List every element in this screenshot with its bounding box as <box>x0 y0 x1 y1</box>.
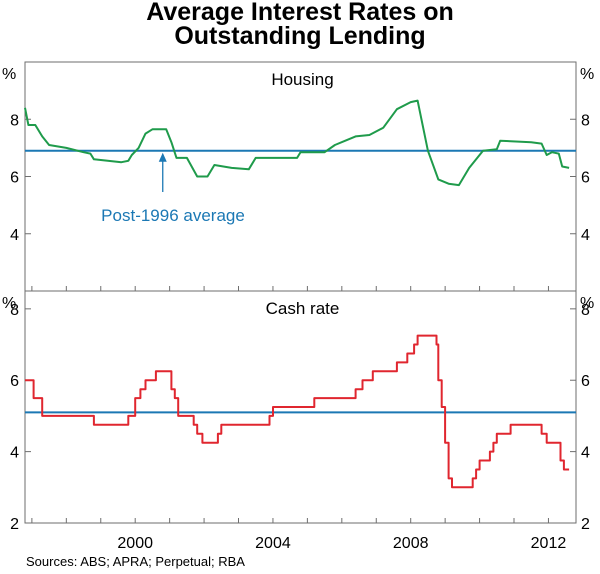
source-note: Sources: ABS; APRA; Perpetual; RBA <box>26 554 245 569</box>
y-tick-label-left: 6 <box>10 170 19 187</box>
y-tick-label-left: 8 <box>10 112 19 129</box>
series-line-bottom <box>25 334 570 489</box>
chart-title-line-1: Average Interest Rates on <box>146 0 454 26</box>
axis-labels: 4 4 6 6 8 8% % Housing Post-1996 average 2 2 4 4 6 6 8 8… <box>2 66 594 552</box>
y-unit-label-right: % <box>580 295 594 312</box>
x-tick-label: 2012 <box>531 535 567 552</box>
x-tick-label: 2000 <box>117 535 153 552</box>
axis-ticks <box>25 118 576 524</box>
y-tick-label-left: 6 <box>10 373 19 390</box>
panel-title-top: Housing <box>271 70 333 89</box>
y-tick-label-right: 8 <box>581 112 590 129</box>
panel-frame-top <box>24 61 577 292</box>
y-tick-label-left: 4 <box>10 445 19 462</box>
average-label: Post-1996 average <box>101 206 245 225</box>
y-tick-label-right: 6 <box>581 373 590 390</box>
series-lines <box>24 99 576 489</box>
chart-title-line-2: Outstanding Lending <box>174 22 426 50</box>
y-tick-label-left: 4 <box>10 227 19 244</box>
y-tick-label-right: 2 <box>581 516 590 533</box>
y-tick-label-left: 2 <box>10 516 19 533</box>
y-unit-label-left: % <box>2 295 16 312</box>
y-tick-label-right: 4 <box>581 445 590 462</box>
y-tick-label-right: 6 <box>581 170 590 187</box>
y-tick-label-left: 8 <box>10 302 19 319</box>
x-tick-label: 2004 <box>255 535 291 552</box>
y-unit-label-left: % <box>2 66 16 83</box>
panel-frame-bottom <box>24 290 577 524</box>
y-tick-label-right: 8 <box>581 302 590 319</box>
average-arrow-head <box>158 152 167 162</box>
chart-title: Average Interest Rates on Outstanding Le… <box>0 0 600 50</box>
x-tick-label: 2008 <box>393 535 429 552</box>
series-line-top <box>24 99 570 187</box>
panel-frames <box>24 61 577 524</box>
panel-title-bottom: Cash rate <box>266 299 340 318</box>
y-tick-label-right: 4 <box>581 227 590 244</box>
y-unit-label-right: % <box>580 66 594 83</box>
